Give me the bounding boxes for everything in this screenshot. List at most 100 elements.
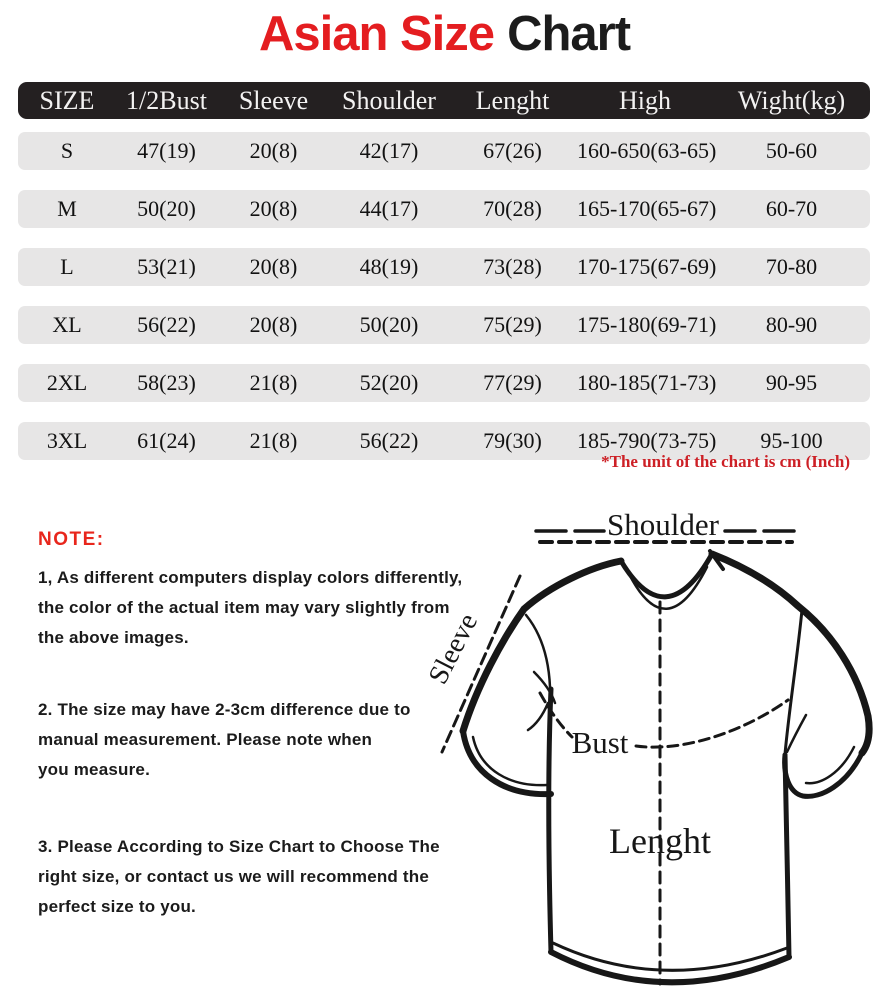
size-table: SIZE 1/2Bust Sleeve Shoulder Lenght High… — [18, 82, 870, 480]
table-cell: 79(30) — [483, 428, 542, 453]
note-line: you measure. — [38, 760, 151, 779]
hem-inner — [551, 941, 789, 972]
page-title: Asian Size Chart — [0, 6, 889, 62]
table-cell: 70-80 — [765, 254, 818, 279]
note-line: right size, or contact us we will recomm… — [38, 867, 430, 886]
table-cell: 80-90 — [765, 312, 818, 337]
left-body-edge — [546, 686, 554, 955]
table-row-m: M 50(20) 20(8) 44(17) 70(28) 165-170(65-… — [18, 190, 870, 228]
page-title-dark: Chart — [507, 7, 631, 61]
table-cell: 95-100 — [760, 428, 823, 453]
table-cell: M — [57, 196, 77, 221]
unit-note: *The unit of the chart is cm (Inch) — [601, 452, 850, 471]
notes-section: NOTE: 1, As different computers display … — [38, 529, 468, 922]
bust-dashed-line-left — [538, 691, 574, 739]
left-chest-seam — [524, 613, 552, 689]
table-cell: 48(19) — [359, 254, 419, 279]
table-cell: 50(20) — [359, 312, 419, 337]
header-cell-sleeve: Sleeve — [238, 85, 309, 115]
table-cell: 90-95 — [765, 370, 818, 395]
right-body-edge — [782, 752, 792, 960]
table-cell: 77(29) — [483, 370, 542, 395]
table-cell: 73(28) — [483, 254, 542, 279]
diagram-labels: Shoulder Sleeve Bust Lenght — [423, 507, 720, 861]
note-heading: NOTE: — [38, 529, 105, 550]
bust-dashed-line-right — [634, 698, 790, 749]
left-armpit-wrinkle-2 — [526, 701, 550, 732]
header-cell-weight: Wight(kg) — [737, 85, 846, 115]
right-shoulder-sleeve-outer — [708, 550, 873, 757]
table-cell: 50-60 — [765, 138, 818, 163]
table-row-xl: XL 56(22) 20(8) 50(20) 75(29) 175-180(69… — [18, 306, 870, 344]
table-cell: 170-175(67-69) — [577, 254, 717, 279]
table-cell: 56(22) — [137, 312, 196, 337]
right-cuff-inner — [804, 745, 856, 785]
sleeve-dashed-line — [440, 574, 522, 754]
table-cell: L — [60, 254, 74, 279]
left-cuff-outer — [460, 728, 554, 798]
note-paragraph-3: 3. Please According to Size Chart to Cho… — [38, 832, 468, 922]
bust-label: Bust — [572, 725, 629, 760]
table-cell: 20(8) — [249, 138, 298, 163]
right-cuff-outer — [782, 750, 865, 799]
header-cell-high: High — [619, 85, 671, 115]
table-cell: 53(21) — [137, 254, 196, 279]
table-cell: XL — [52, 312, 82, 337]
table-cell: 20(8) — [249, 312, 298, 337]
neckline-outer — [618, 551, 715, 600]
table-cell: 47(19) — [137, 138, 196, 163]
table-cell: 52(20) — [359, 370, 419, 395]
table-cell: 58(23) — [137, 370, 196, 395]
table-cell: 75(29) — [483, 312, 542, 337]
table-cell: 165-170(65-67) — [577, 196, 717, 221]
table-row-s: S 47(19) 20(8) 42(17) 67(26) 160-650(63-… — [18, 132, 870, 170]
table-cell: 21(8) — [249, 428, 298, 453]
note-line: manual measurement. Please note when — [38, 730, 373, 749]
measurement-lines — [440, 529, 799, 986]
table-cell: 70(28) — [483, 196, 542, 221]
right-sleeve-seam — [783, 608, 804, 756]
length-label: Lenght — [609, 821, 711, 861]
note-paragraph-2: 2. The size may have 2-3cm difference du… — [38, 695, 468, 785]
tshirt-measurement-diagram: Shoulder Sleeve Bust Lenght — [423, 507, 873, 986]
header-cell-shoulder: Shoulder — [342, 85, 436, 115]
table-cell: 20(8) — [249, 196, 298, 221]
note-line: the color of the actual item may vary sl… — [38, 598, 450, 617]
table-cell: 21(8) — [249, 370, 298, 395]
header-cell-size: SIZE — [39, 85, 95, 115]
note-line: the above images. — [38, 628, 189, 647]
note-line: 3. Please According to Size Chart to Cho… — [38, 837, 440, 856]
table-cell: S — [60, 138, 74, 163]
table-cell: 61(24) — [137, 428, 196, 453]
tshirt-outline — [459, 549, 873, 986]
header-cell-bust: 1/2Bust — [126, 85, 207, 115]
right-armpit-wrinkle — [785, 713, 808, 754]
table-cell: 56(22) — [359, 428, 419, 453]
note-line: 2. The size may have 2-3cm difference du… — [38, 700, 411, 719]
table-row-2xl: 2XL 58(23) 21(8) 52(20) 77(29) 180-185(7… — [18, 364, 870, 402]
left-armpit-wrinkle-1 — [532, 670, 557, 705]
hem-outer — [548, 949, 792, 986]
table-cell: 2XL — [46, 370, 88, 395]
table-cell: 20(8) — [249, 254, 298, 279]
page-title-red: Asian Size — [258, 7, 495, 61]
table-cell: 175-180(69-71) — [577, 312, 717, 337]
neckline-inner — [626, 565, 709, 610]
table-cell: 160-650(63-65) — [577, 138, 717, 163]
left-shoulder-sleeve-outer — [459, 557, 625, 735]
table-header-row: SIZE 1/2Bust Sleeve Shoulder Lenght High… — [18, 82, 870, 119]
table-cell: 180-185(71-73) — [577, 370, 717, 395]
table-row-l: L 53(21) 20(8) 48(19) 73(28) 170-175(67-… — [18, 248, 870, 286]
table-cell: 3XL — [46, 428, 88, 453]
header-cell-length: Lenght — [475, 85, 550, 115]
table-row-3xl: 3XL 61(24) 21(8) 56(22) 79(30) 185-790(7… — [18, 422, 870, 460]
note-line: perfect size to you. — [38, 897, 196, 916]
shoulder-label: Shoulder — [607, 507, 720, 542]
note-line: 1, As different computers display colors… — [38, 568, 463, 587]
table-cell: 60-70 — [765, 196, 818, 221]
table-cell: 42(17) — [359, 138, 419, 163]
table-cell: 50(20) — [137, 196, 196, 221]
left-cuff-inner — [471, 735, 549, 787]
note-paragraph-1: 1, As different computers display colors… — [38, 563, 468, 653]
